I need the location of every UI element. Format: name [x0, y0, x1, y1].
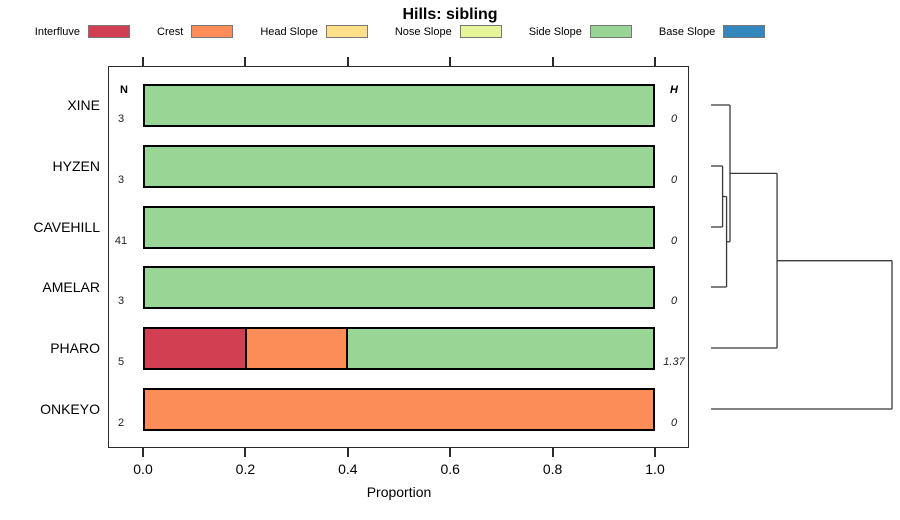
axis-tick-bottom	[551, 448, 554, 457]
bar-segment-interfluve	[145, 329, 247, 368]
axis-tick-label: 0.6	[440, 461, 460, 477]
legend-label: Interfluve	[34, 25, 81, 38]
axis-tick-label: 0.4	[338, 461, 358, 477]
h-value: 0	[670, 235, 678, 247]
legend-item: Side Slope	[529, 25, 632, 38]
legend-label: Nose Slope	[394, 25, 452, 38]
axis-tick-top	[244, 57, 247, 66]
n-value: 3	[117, 174, 125, 186]
bar-xine	[143, 84, 655, 127]
row-label-amelar: AMELAR	[42, 279, 100, 295]
bar-amelar	[143, 266, 655, 309]
row-label-onkeyo: ONKEYO	[40, 401, 100, 417]
h-value: 0	[670, 113, 678, 125]
bar-onkeyo	[143, 388, 655, 431]
bar-segment-crest	[246, 329, 349, 368]
axis-tick-label: 0.2	[235, 461, 256, 477]
axis-tick-top	[346, 57, 349, 66]
axis-tick-bottom	[244, 448, 247, 457]
n-value: 3	[117, 295, 125, 307]
axis-tick-bottom	[449, 448, 452, 457]
axis-tick-label: 1.0	[645, 461, 665, 477]
legend-item: Nose Slope	[395, 25, 502, 38]
bar-segment-side-slope	[145, 268, 653, 307]
legend-swatch	[325, 25, 368, 38]
axis-tick-bottom	[654, 448, 656, 457]
legend-label: Base Slope	[658, 25, 716, 38]
bar-cavehill	[143, 206, 655, 249]
legend-item: Interfluve	[34, 25, 131, 38]
bar-pharo	[143, 327, 655, 370]
h-value: 1.37	[663, 356, 685, 368]
chart-title: Hills: sibling	[402, 6, 498, 23]
axis-tick-top	[654, 57, 656, 66]
legend-swatch	[459, 25, 502, 38]
legend-item: Head Slope	[260, 25, 368, 38]
legend-item: Crest	[157, 25, 234, 38]
h-column-header: H	[670, 84, 678, 96]
bar-hyzen	[143, 145, 655, 188]
legend-swatch	[88, 25, 131, 38]
row-label-xine: XINE	[67, 97, 100, 113]
h-value: 0	[670, 295, 678, 307]
h-value: 0	[670, 417, 678, 429]
n-value: 5	[117, 356, 125, 368]
bar-segment-side-slope	[145, 86, 653, 125]
dendrogram	[711, 104, 893, 410]
axis-tick-bottom	[142, 448, 144, 457]
bar-segment-side-slope	[145, 147, 653, 186]
row-label-cavehill: CAVEHILL	[33, 219, 100, 235]
legend-label: Side Slope	[528, 25, 582, 38]
legend-swatch	[723, 25, 766, 38]
bar-segment-side-slope	[145, 208, 653, 247]
axis-tick-label: 0.8	[542, 461, 563, 477]
legend-label: Head Slope	[260, 25, 318, 38]
legend-label: Crest	[157, 25, 184, 38]
n-value: 2	[117, 417, 125, 429]
legend-swatch	[191, 25, 234, 38]
h-value: 0	[670, 174, 678, 186]
x-axis-label: Proportion	[366, 484, 432, 500]
row-label-hyzen: HYZEN	[52, 158, 100, 174]
n-column-header: N	[120, 84, 128, 96]
bar-segment-side-slope	[348, 329, 653, 368]
plot-border	[108, 66, 689, 448]
n-value: 41	[114, 235, 128, 247]
n-value: 3	[117, 113, 125, 125]
legend-item: Base Slope	[658, 25, 766, 38]
legend-swatch	[589, 25, 632, 38]
axis-tick-top	[449, 57, 452, 66]
axis-tick-label: 0.0	[133, 461, 153, 477]
axis-tick-bottom	[346, 448, 349, 457]
axis-tick-top	[551, 57, 554, 66]
row-label-pharo: PHARO	[50, 340, 100, 356]
legend: Interfluve Crest Head Slope Nose Slope Side …	[0, 25, 800, 38]
axis-tick-top	[142, 57, 144, 66]
bar-segment-crest	[145, 390, 653, 429]
